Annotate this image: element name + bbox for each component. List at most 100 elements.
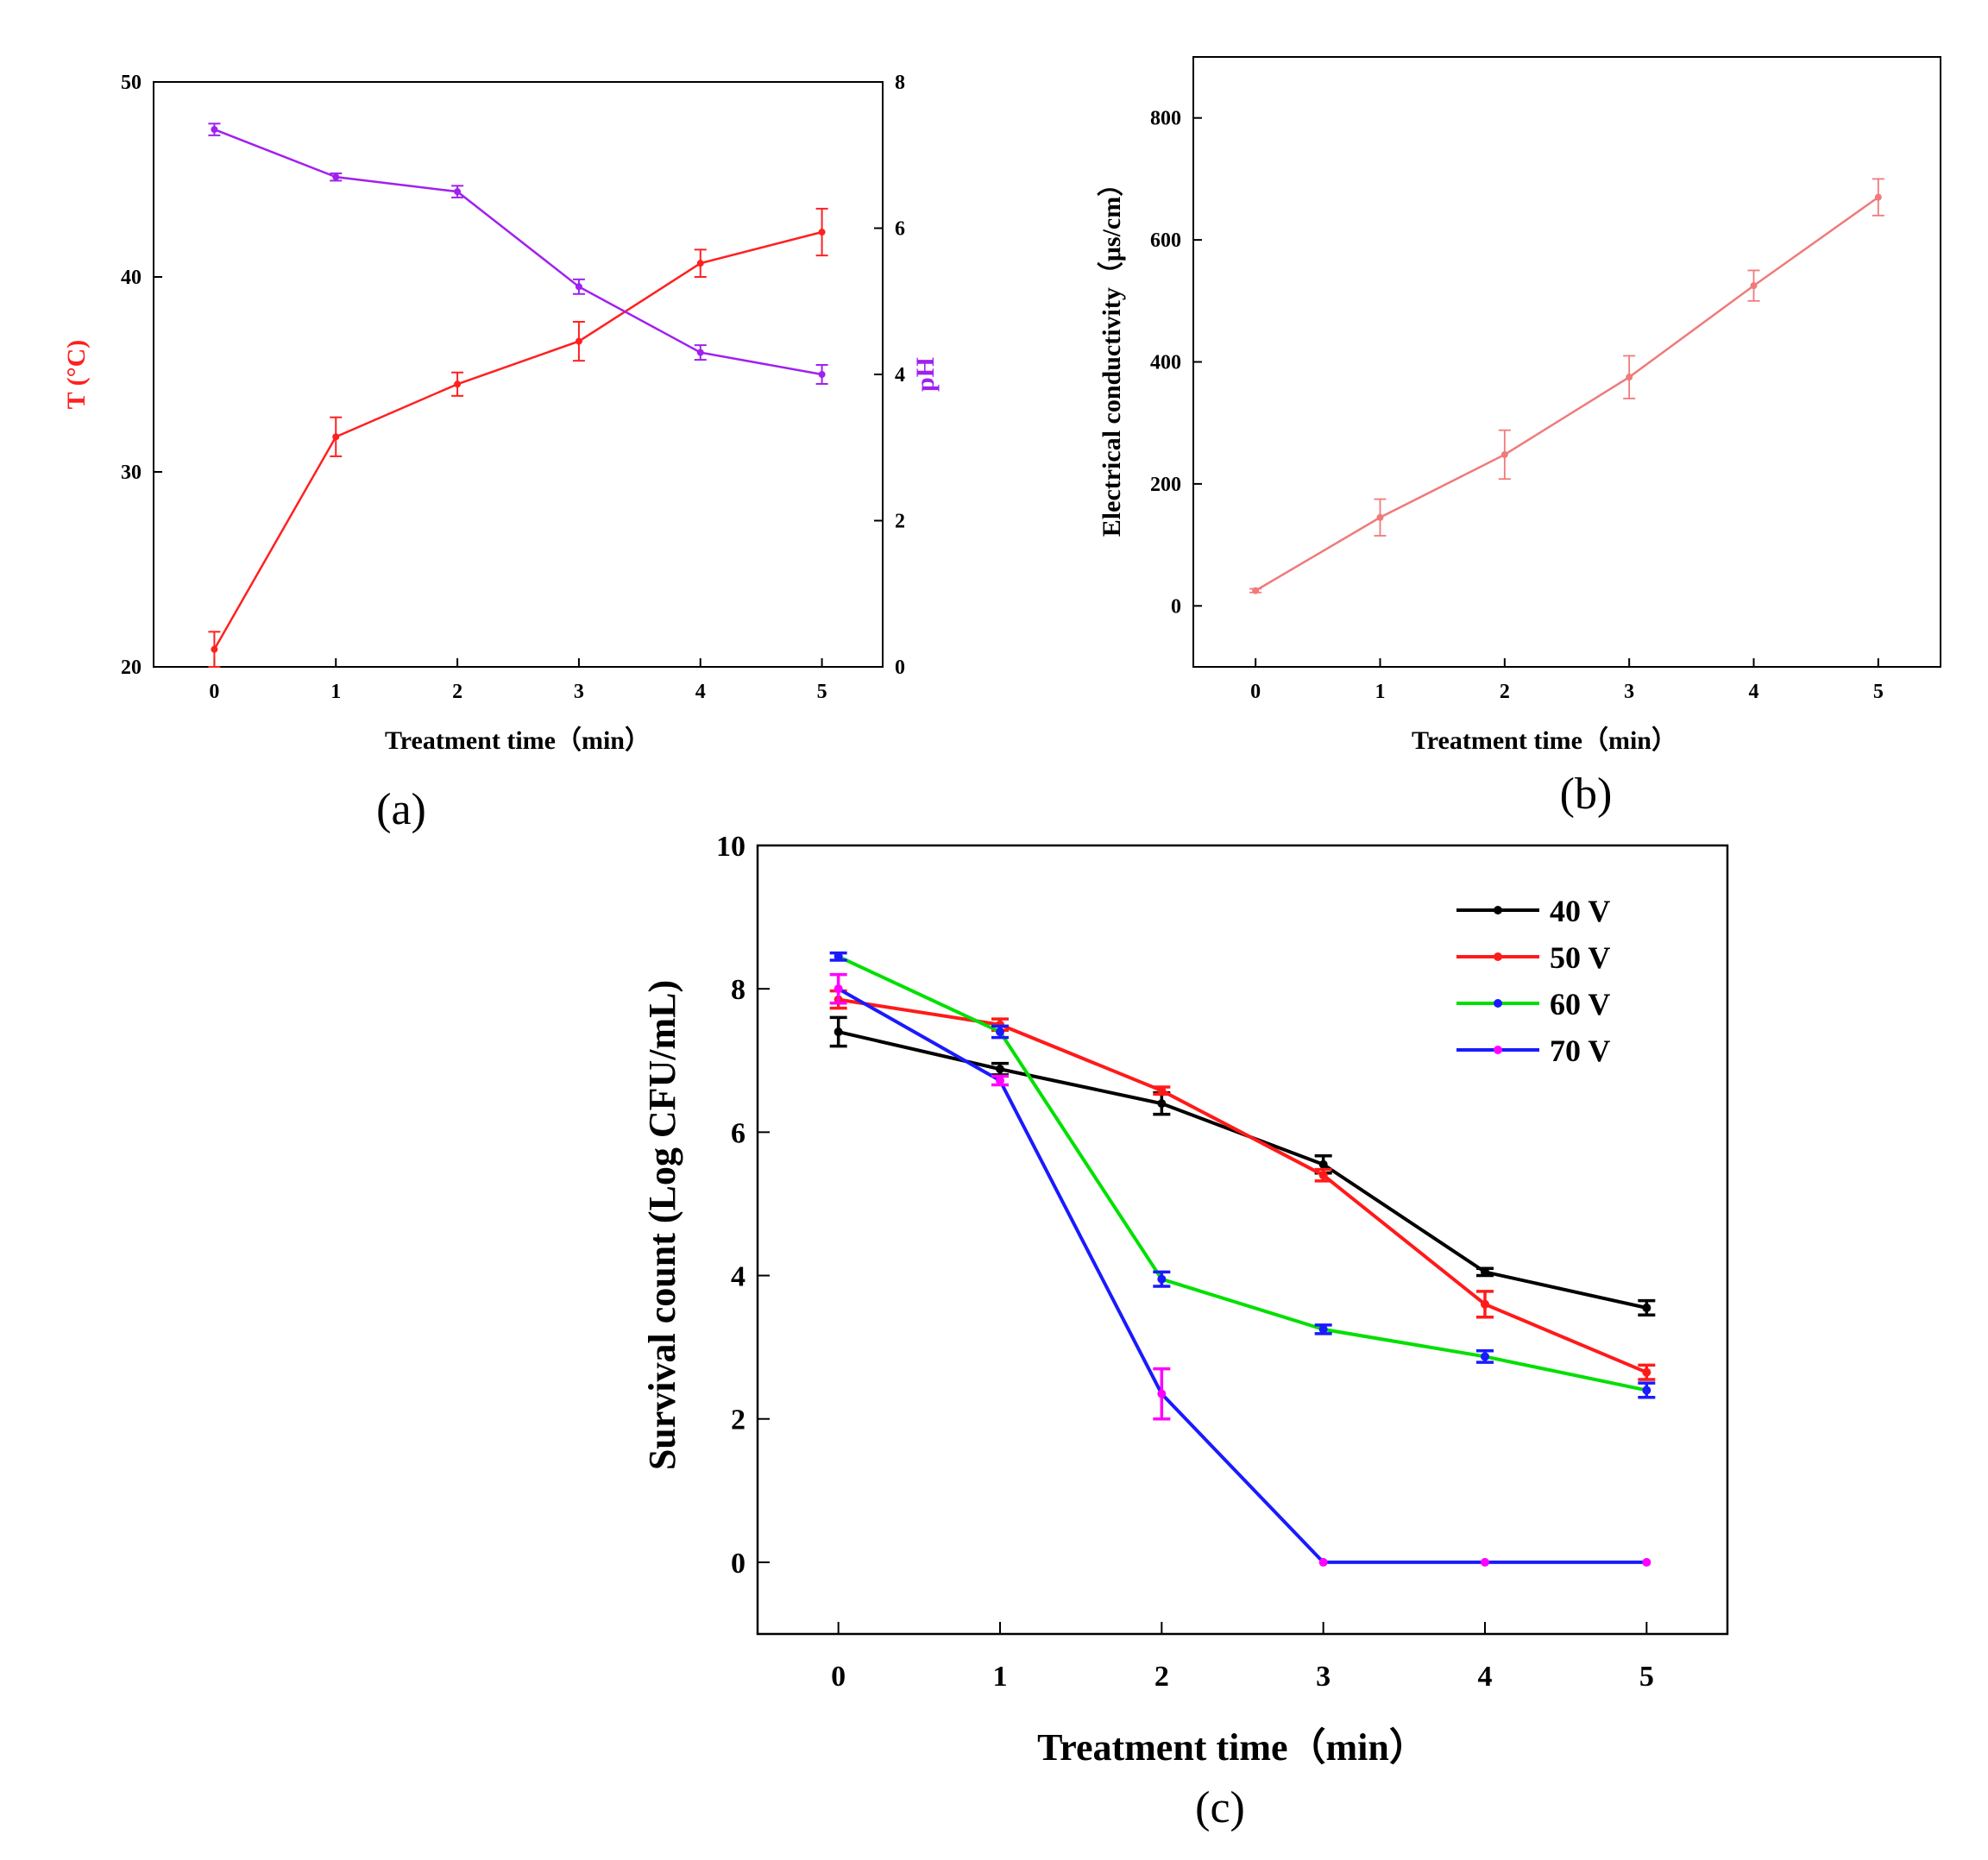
data-point-c-0-0 [834, 1027, 843, 1037]
data-point-a-1-0 [211, 126, 218, 134]
x-tick-label-b-1: 1 [1375, 681, 1386, 703]
data-point-b-0-3 [1626, 374, 1633, 381]
x-tick-label-b-5: 5 [1873, 681, 1884, 703]
x-axis-label-a: Treatment time（min） [385, 726, 651, 755]
y-tick-label-c-5: 10 [716, 831, 746, 863]
series-line-a-0 [213, 230, 822, 650]
data-point-c-1-3 [1318, 1171, 1328, 1180]
data-point-a-1-4 [696, 349, 704, 356]
y-tick-label-a-1: 30 [121, 462, 142, 484]
data-point-c-2-0 [834, 952, 843, 961]
data-point-c-3-0 [834, 984, 843, 994]
data-point-c-1-5 [1642, 1367, 1651, 1377]
y2-tick-label-a-4: 8 [895, 72, 905, 94]
x-axis-label-c: Treatment time（min） [1037, 1726, 1427, 1769]
y-tick-label-c-3: 6 [731, 1117, 746, 1149]
data-point-c-1-2 [1157, 1086, 1167, 1096]
data-point-c-2-2 [1157, 1274, 1167, 1284]
data-point-c-0-2 [1157, 1099, 1167, 1109]
data-point-a-0-3 [575, 337, 582, 345]
chart-c: 0 1 2 3 4 5 0 2 4 6 8 10 40 V 50 V 60 V 70 V Treatment… [641, 831, 1729, 1832]
y-tick-label-b-4: 800 [1150, 108, 1181, 130]
y-tick-label-a-2: 40 [121, 267, 142, 289]
data-point-c-0-5 [1642, 1303, 1651, 1312]
data-point-c-3-2 [1157, 1389, 1167, 1398]
panel-label-b: (b) [1560, 770, 1613, 819]
legend-swatch-marker-1 [1494, 952, 1502, 961]
data-point-c-2-1 [996, 1027, 1004, 1037]
y-tick-label-c-1: 2 [731, 1404, 746, 1436]
legend-item-1: 50 V [1456, 940, 1610, 975]
x-tick-label-b-2: 2 [1500, 681, 1510, 703]
y-tick-label-b-1: 200 [1150, 474, 1181, 496]
y-axis-label-left-a: T (°C) [62, 340, 91, 410]
y-tick-label-c-4: 8 [731, 974, 746, 1006]
x-tick-label-c-0: 0 [831, 1661, 846, 1693]
x-tick-label-b-0: 0 [1250, 681, 1261, 703]
x-axis-label-b: Treatment time（min） [1412, 726, 1677, 755]
data-point-c-0-1 [996, 1065, 1004, 1074]
data-point-c-2-4 [1481, 1352, 1489, 1361]
panel-label-c: (c) [1195, 1783, 1245, 1832]
x-tick-label-c-3: 3 [1316, 1661, 1331, 1693]
data-point-c-0-3 [1318, 1159, 1328, 1169]
series-line-b-0 [1255, 196, 1879, 592]
data-point-a-0-4 [696, 260, 704, 267]
plot-frame-c [756, 844, 1729, 1636]
y2-tick-label-a-1: 2 [895, 511, 905, 533]
series-line-a-1 [213, 128, 822, 376]
data-point-a-0-1 [332, 433, 340, 441]
legend-label-3: 70 V [1550, 1034, 1610, 1068]
data-point-a-1-5 [818, 371, 826, 378]
legend-c: 40 V 50 V 60 V 70 V [1456, 894, 1610, 1068]
y2-tick-label-a-3: 6 [895, 218, 905, 241]
data-point-a-0-2 [454, 380, 462, 388]
y2-tick-label-a-2: 4 [895, 364, 905, 386]
series-line-c-3 [837, 987, 1647, 1564]
y-tick-label-b-0: 0 [1171, 595, 1181, 618]
data-point-a-0-5 [818, 229, 826, 236]
x-tick-label-a-2: 2 [452, 681, 462, 703]
data-point-c-3-4 [1481, 1557, 1489, 1567]
y-axis-label-right-a: pH [911, 357, 940, 392]
data-point-b-0-4 [1750, 282, 1758, 290]
y-tick-label-b-3: 600 [1150, 229, 1181, 252]
legend-swatch-marker-2 [1494, 999, 1502, 1008]
plot-frame-b [1192, 56, 1941, 668]
data-point-c-2-5 [1642, 1386, 1651, 1395]
y-tick-label-b-2: 400 [1150, 352, 1181, 374]
legend-swatch-marker-3 [1494, 1046, 1502, 1054]
x-tick-label-b-3: 3 [1624, 681, 1634, 703]
data-point-a-1-1 [332, 173, 340, 181]
x-tick-label-a-4: 4 [695, 681, 706, 703]
series-line-c-0 [838, 1030, 1647, 1310]
y-tick-label-a-0: 20 [121, 657, 142, 679]
legend-label-0: 40 V [1550, 894, 1610, 928]
x-tick-label-a-0: 0 [209, 681, 219, 703]
plot-frame-a [153, 81, 884, 668]
data-point-b-0-1 [1376, 513, 1384, 521]
legend-label-2: 60 V [1550, 987, 1610, 1021]
x-tick-label-c-5: 5 [1639, 1661, 1654, 1693]
x-tick-label-a-1: 1 [330, 681, 341, 703]
data-point-b-0-2 [1500, 450, 1508, 458]
legend-item-0: 40 V [1456, 894, 1610, 928]
x-tick-label-c-1: 1 [993, 1661, 1008, 1693]
data-point-c-0-4 [1481, 1267, 1489, 1277]
data-point-b-0-0 [1252, 587, 1260, 594]
x-tick-label-b-4: 4 [1749, 681, 1759, 703]
legend-label-1: 50 V [1550, 940, 1610, 975]
panel-label-a: (a) [376, 785, 426, 834]
data-point-c-3-3 [1318, 1557, 1328, 1567]
legend-item-2: 60 V [1456, 987, 1610, 1021]
y2-tick-label-a-0: 0 [895, 657, 905, 679]
data-point-b-0-5 [1874, 193, 1882, 201]
series-line-c-1 [838, 997, 1648, 1374]
x-tick-label-c-4: 4 [1478, 1661, 1493, 1693]
x-tick-label-a-5: 5 [817, 681, 827, 703]
legend-item-3: 70 V [1456, 1034, 1610, 1068]
data-point-c-3-5 [1642, 1557, 1651, 1567]
